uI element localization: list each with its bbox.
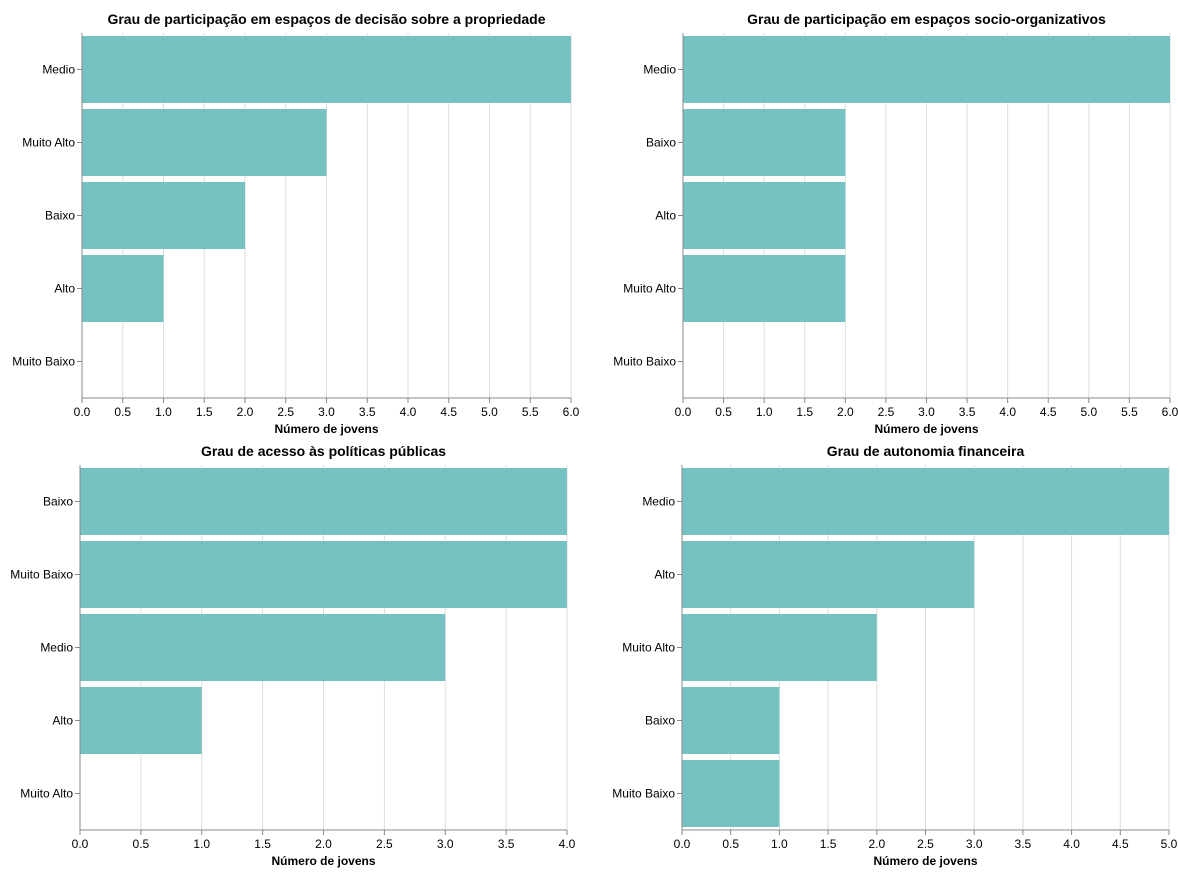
chart-panel-2: Grau de participação em espaços socio-or… — [613, 11, 1178, 436]
chart-title: Grau de autonomia financeira — [827, 443, 1025, 459]
x-tick-label: 1.0 — [756, 405, 773, 419]
bar-medio[interactable] — [80, 614, 446, 681]
y-tick-label: Muito Baixo — [613, 355, 676, 369]
bar-baixo[interactable] — [682, 687, 780, 754]
x-tick-label: 1.5 — [820, 837, 837, 851]
y-tick-label: Medio — [42, 63, 75, 77]
bar-baixo[interactable] — [80, 468, 567, 535]
x-tick-label: 1.5 — [196, 405, 213, 419]
x-tick-label: 2.5 — [277, 405, 294, 419]
x-tick-label: 5.0 — [1161, 837, 1178, 851]
y-tick-label: Alto — [54, 282, 75, 296]
y-tick-label: Baixo — [646, 136, 676, 150]
x-tick-label: 0.0 — [675, 405, 692, 419]
chart-panel-3: Grau de acesso às políticas públicas Baix… — [10, 443, 575, 868]
x-tick-label: 0.5 — [722, 837, 739, 851]
x-tick-label: 2.5 — [917, 837, 934, 851]
x-tick-label: 5.5 — [522, 405, 539, 419]
y-tick-label: Baixo — [45, 209, 75, 223]
x-tick-label: 1.5 — [796, 405, 813, 419]
x-tick-label: 4.0 — [559, 837, 576, 851]
x-tick-label: 1.0 — [771, 837, 788, 851]
y-tick-label: Alto — [654, 568, 675, 582]
bar-baixo[interactable] — [82, 182, 245, 249]
y-tick-label: Medio — [40, 641, 73, 655]
bar-medio[interactable] — [682, 468, 1169, 535]
y-tick-label: Alto — [655, 209, 676, 223]
x-tick-label: 1.0 — [193, 837, 210, 851]
y-tick-label: Muito Alto — [22, 136, 75, 150]
chart-panel-4: Grau de autonomia financeira Medio Alto Mui… — [612, 443, 1177, 868]
x-tick-label: 3.5 — [498, 837, 515, 851]
y-tick-label: Baixo — [43, 495, 73, 509]
x-tick-label: 3.5 — [359, 405, 376, 419]
x-tick-label: 1.0 — [155, 405, 172, 419]
x-tick-label: 0.0 — [74, 405, 91, 419]
bar-muito-alto[interactable] — [683, 255, 846, 322]
bar-muito-baixo[interactable] — [682, 760, 780, 827]
bar-muito-alto[interactable] — [682, 614, 877, 681]
x-tick-label: 1.5 — [254, 837, 271, 851]
x-tick-label: 2.0 — [868, 837, 885, 851]
x-tick-label: 2.5 — [376, 837, 393, 851]
x-tick-label: 3.5 — [1015, 837, 1032, 851]
x-tick-label: 4.5 — [1112, 837, 1129, 851]
y-tick-label: Muito Baixo — [612, 787, 675, 801]
chart-title: Grau de acesso às políticas públicas — [201, 443, 446, 459]
y-tick-label: Medio — [642, 495, 675, 509]
x-tick-label: 2.0 — [315, 837, 332, 851]
x-tick-label: 4.5 — [1040, 405, 1057, 419]
x-tick-label: 5.5 — [1121, 405, 1138, 419]
x-tick-label: 3.0 — [918, 405, 935, 419]
y-tick-label: Muito Alto — [623, 282, 676, 296]
y-tick-label: Muito Alto — [20, 787, 73, 801]
x-tick-label: 3.5 — [959, 405, 976, 419]
x-axis-title: Número de jovens — [874, 422, 978, 436]
x-tick-label: 3.0 — [318, 405, 335, 419]
x-tick-label: 4.0 — [400, 405, 417, 419]
x-tick-label: 3.0 — [437, 837, 454, 851]
y-tick-label: Baixo — [645, 714, 675, 728]
x-tick-label: 0.5 — [715, 405, 732, 419]
chart-title: Grau de participação em espaços socio-or… — [747, 11, 1106, 27]
x-tick-label: 6.0 — [1162, 405, 1178, 419]
chart-panel-1: Grau de participação em espaços de decis… — [12, 11, 579, 436]
bar-medio[interactable] — [82, 36, 571, 103]
bar-muito-alto[interactable] — [82, 109, 327, 176]
x-tick-label: 4.5 — [440, 405, 457, 419]
bar-baixo[interactable] — [683, 109, 846, 176]
x-axis-title: Número de jovens — [274, 422, 378, 436]
bar-alto[interactable] — [682, 541, 975, 608]
x-tick-label: 2.0 — [837, 405, 854, 419]
bar-alto[interactable] — [82, 255, 164, 322]
x-tick-label: 4.0 — [999, 405, 1016, 419]
y-tick-label: Muito Baixo — [12, 355, 75, 369]
x-tick-label: 6.0 — [563, 405, 580, 419]
y-tick-label: Muito Alto — [622, 641, 675, 655]
x-axis-title: Número de jovens — [271, 854, 375, 868]
x-tick-label: 0.0 — [674, 837, 691, 851]
chart-title: Grau de participação em espaços de decis… — [107, 11, 545, 27]
x-tick-label: 4.0 — [1063, 837, 1080, 851]
x-tick-label: 2.5 — [878, 405, 895, 419]
x-tick-label: 3.0 — [966, 837, 983, 851]
bar-alto[interactable] — [80, 687, 202, 754]
y-tick-label: Medio — [643, 63, 676, 77]
bar-alto[interactable] — [683, 182, 846, 249]
bar-medio[interactable] — [683, 36, 1170, 103]
y-tick-label: Muito Baixo — [10, 568, 73, 582]
bar-muito-baixo[interactable] — [80, 541, 567, 608]
x-tick-label: 5.0 — [481, 405, 498, 419]
x-axis-title: Número de jovens — [873, 854, 977, 868]
x-tick-label: 0.5 — [133, 837, 150, 851]
x-tick-label: 0.5 — [114, 405, 131, 419]
x-tick-label: 0.0 — [72, 837, 89, 851]
x-tick-label: 5.0 — [1080, 405, 1097, 419]
y-tick-label: Alto — [52, 714, 73, 728]
x-tick-label: 2.0 — [237, 405, 254, 419]
